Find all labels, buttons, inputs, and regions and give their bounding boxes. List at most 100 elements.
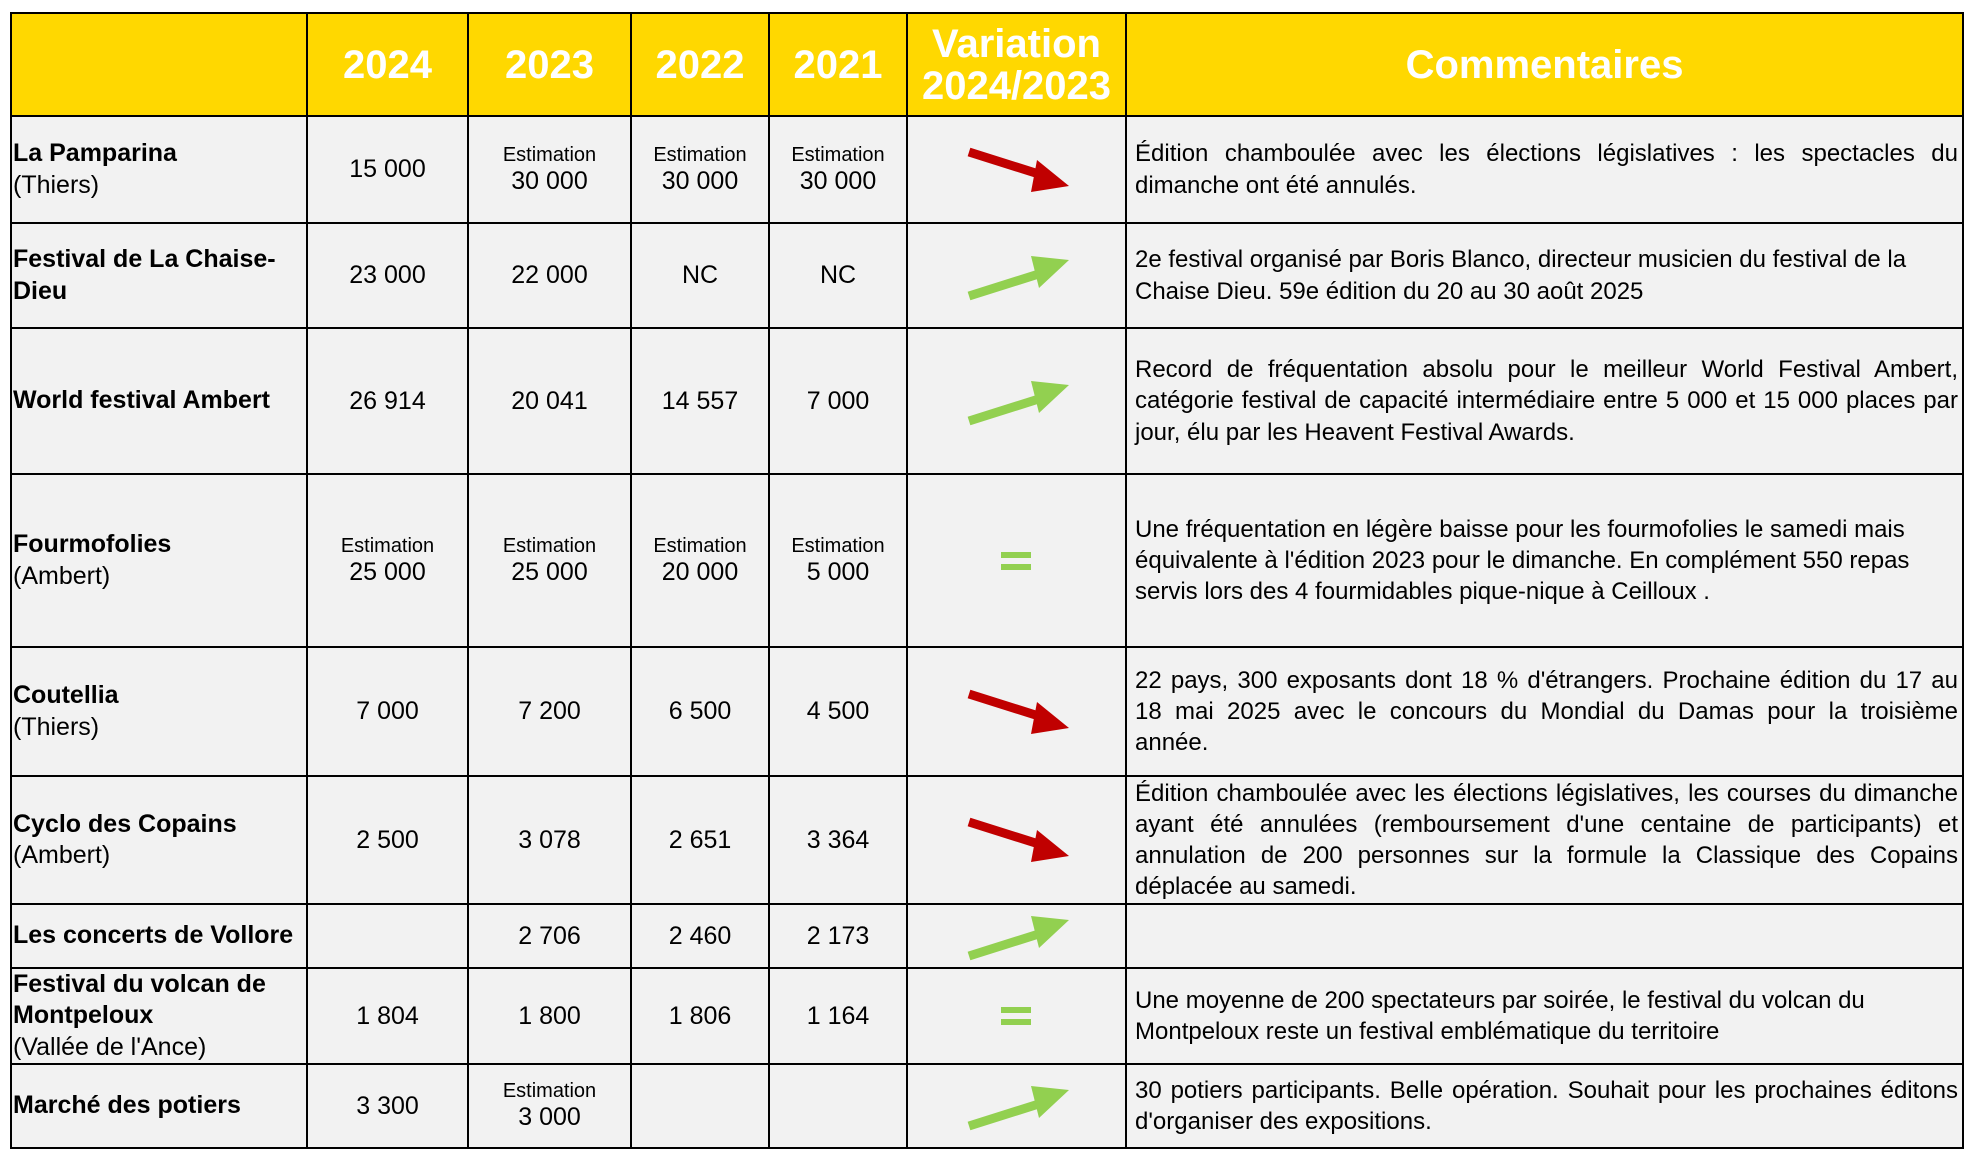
comment-cell: Édition chamboulée avec les élections lé… xyxy=(1127,117,1964,224)
festival-name: Festival de La Chaise-Dieu xyxy=(13,245,276,305)
value: 25 000 xyxy=(511,557,588,586)
header-cell: Variation 2024/2023 xyxy=(908,14,1127,117)
value: 7 200 xyxy=(518,697,581,725)
festival-name: Marché des potiers xyxy=(13,1091,241,1120)
row-name: Festival de La Chaise-Dieu xyxy=(12,224,308,329)
festival-name: Cyclo des Copains xyxy=(13,809,237,838)
value-cell: 3 078 xyxy=(469,777,632,905)
value-cell: 7 200 xyxy=(469,648,632,777)
estimation-note: Estimation xyxy=(791,534,885,557)
comment-cell: Une moyenne de 200 spectateurs par soiré… xyxy=(1127,969,1964,1065)
value-cell: Estimation 30 000 xyxy=(632,117,770,224)
value: 2 706 xyxy=(518,921,581,950)
festival-name: World festival Ambert xyxy=(13,386,270,415)
table: 2024 2023 2022 2021 Variation 2024/2023 Comme… xyxy=(10,12,1964,1149)
value: 1 806 xyxy=(668,1001,732,1030)
name-block: Festival du volcan de Montpeloux (Vallée … xyxy=(13,969,306,1063)
trend-arrow xyxy=(1000,551,1031,570)
header-cell: 2022 xyxy=(632,14,770,117)
value: 2 460 xyxy=(668,921,732,950)
comment-cell xyxy=(1127,905,1964,969)
festival-place: (Thiers) xyxy=(13,712,100,741)
estimation-note: Estimation xyxy=(502,1080,597,1102)
comment-cell: Une fréquentation en légère baisse pour … xyxy=(1127,475,1964,648)
estimation-note: Estimation xyxy=(791,143,885,166)
value: 1 804 xyxy=(356,1001,419,1030)
name-block: Fourmofolies (Ambert) xyxy=(13,529,171,592)
comment: Record de fréquentation absolu pour le m… xyxy=(1135,356,1958,446)
value: 20 000 xyxy=(661,557,739,586)
row-name: Coutellia (Thiers) xyxy=(12,648,308,777)
festival-name: La Pamparina xyxy=(13,139,177,168)
row-name: Festival du volcan de Montpeloux (Vallée … xyxy=(12,969,308,1065)
value-cell: 4 500 xyxy=(770,648,908,777)
value-cell xyxy=(308,905,469,969)
trend-arrow xyxy=(967,147,1069,192)
comment-cell: 30 potiers participants. Belle opération… xyxy=(1127,1065,1964,1149)
comment-cell: Record de fréquentation absolu pour le m… xyxy=(1127,329,1964,475)
value-cell: 2 173 xyxy=(770,905,908,969)
value: 6 500 xyxy=(668,697,732,725)
variation-icon xyxy=(908,117,1127,224)
value: 25 000 xyxy=(349,557,426,586)
trend-arrow xyxy=(967,1086,1069,1131)
value-cell: Estimation 25 000 xyxy=(469,475,632,648)
comment: Édition chamboulée avec les élections lé… xyxy=(1135,779,1958,901)
festival-place: (Ambert) xyxy=(13,841,111,869)
value-cell: 3 364 xyxy=(770,777,908,905)
estimation-note: Estimation xyxy=(653,143,747,166)
value: NC xyxy=(681,261,719,289)
value: 1 164 xyxy=(806,1001,870,1030)
value-cell: NC xyxy=(770,224,908,329)
value-cell: 7 000 xyxy=(308,648,469,777)
comment: 22 pays, 300 exposants dont 18 % d'étran… xyxy=(1135,666,1958,757)
value-cell xyxy=(770,1065,908,1149)
value-cell: Estimation 25 000 xyxy=(308,475,469,648)
variation-icon xyxy=(908,1065,1127,1149)
value-cell: Estimation 3 000 xyxy=(469,1065,632,1149)
value-cell: Estimation 30 000 xyxy=(469,117,632,224)
comment-cell: 2e festival organisé par Boris Blanco, d… xyxy=(1127,224,1964,329)
festival-place: (Ambert) xyxy=(13,561,111,590)
name-block: Festival de La Chaise-Dieu xyxy=(13,244,306,307)
value: 5 000 xyxy=(806,557,870,586)
value-cell: 3 300 xyxy=(308,1065,469,1149)
value: 30 000 xyxy=(799,166,877,195)
trend-arrow xyxy=(967,916,1069,961)
header-cell: Commentaires xyxy=(1127,14,1964,117)
variation-icon xyxy=(908,224,1127,329)
row-name: La Pamparina (Thiers) xyxy=(12,117,308,224)
variation-icon xyxy=(908,475,1127,648)
name-block: La Pamparina (Thiers) xyxy=(13,138,177,201)
festival-name: Les concerts de Vollore xyxy=(13,921,294,950)
value-cell: 15 000 xyxy=(308,117,469,224)
value: 7 000 xyxy=(806,386,870,415)
value: 30 000 xyxy=(661,166,739,195)
value: 3 300 xyxy=(356,1091,419,1120)
comment: 2e festival organisé par Boris Blanco, d… xyxy=(1135,246,1907,305)
header-cell: 2023 xyxy=(469,14,632,117)
name-block: Coutellia (Thiers) xyxy=(13,680,119,743)
value: 4 500 xyxy=(806,697,870,725)
value: 26 914 xyxy=(349,386,426,415)
value: 2 500 xyxy=(356,825,419,854)
value: 20 041 xyxy=(511,386,588,415)
value-cell: 2 706 xyxy=(469,905,632,969)
value-cell: 6 500 xyxy=(632,648,770,777)
variation-icon xyxy=(908,777,1127,905)
value: 22 000 xyxy=(511,261,588,289)
festival-name: Coutellia xyxy=(13,681,119,710)
header-cell: 2021 xyxy=(770,14,908,117)
value: 2 651 xyxy=(668,825,732,854)
comment-cell: Édition chamboulée avec les élections lé… xyxy=(1127,777,1964,905)
value: 2 173 xyxy=(806,921,870,950)
row-name: Les concerts de Vollore xyxy=(12,905,308,969)
value-cell: 14 557 xyxy=(632,329,770,475)
value-cell xyxy=(632,1065,770,1149)
value: 3 000 xyxy=(518,1103,581,1131)
value: NC xyxy=(819,261,857,289)
value-cell: 7 000 xyxy=(770,329,908,475)
variation-icon xyxy=(908,969,1127,1065)
estimation-note: Estimation xyxy=(340,534,435,557)
row-name: Marché des potiers xyxy=(12,1065,308,1149)
